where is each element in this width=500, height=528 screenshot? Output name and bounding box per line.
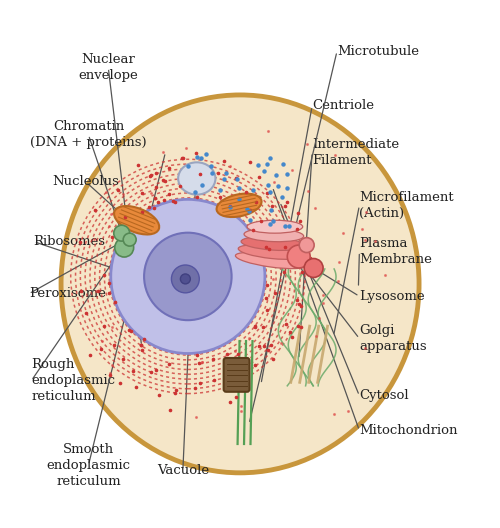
- Text: Microfilament
(Actin): Microfilament (Actin): [360, 191, 454, 220]
- Text: Chromatin
(DNA + proteins): Chromatin (DNA + proteins): [30, 120, 146, 149]
- Ellipse shape: [114, 206, 159, 234]
- Text: Intermediate
Filament: Intermediate Filament: [312, 138, 400, 167]
- Text: Microtubule: Microtubule: [337, 45, 419, 58]
- Ellipse shape: [247, 220, 302, 233]
- FancyBboxPatch shape: [224, 358, 250, 392]
- Circle shape: [304, 259, 323, 277]
- Circle shape: [115, 238, 134, 257]
- Text: Lysosome: Lysosome: [360, 290, 425, 303]
- Circle shape: [288, 245, 310, 268]
- Text: Nucleolus: Nucleolus: [52, 175, 120, 188]
- Circle shape: [123, 233, 136, 246]
- Ellipse shape: [238, 245, 306, 259]
- Text: Golgi
apparatus: Golgi apparatus: [360, 324, 427, 353]
- Ellipse shape: [180, 274, 190, 284]
- Ellipse shape: [111, 200, 265, 354]
- Ellipse shape: [241, 237, 304, 250]
- Circle shape: [299, 238, 314, 252]
- Ellipse shape: [244, 229, 304, 242]
- Text: Mitochondrion: Mitochondrion: [360, 424, 458, 437]
- Ellipse shape: [144, 233, 232, 320]
- Ellipse shape: [178, 162, 216, 195]
- Ellipse shape: [216, 194, 262, 217]
- Text: Cytosol: Cytosol: [360, 389, 409, 402]
- Text: Plasma
Membrane: Plasma Membrane: [360, 237, 432, 266]
- Ellipse shape: [236, 252, 306, 269]
- Text: Ribosomes: Ribosomes: [34, 235, 106, 248]
- Ellipse shape: [68, 102, 412, 465]
- Circle shape: [114, 225, 130, 241]
- Ellipse shape: [172, 265, 200, 293]
- Text: Centriole: Centriole: [312, 99, 374, 112]
- Text: Rough
endoplasmic
reticulum: Rough endoplasmic reticulum: [31, 359, 115, 403]
- Text: Peroxisome: Peroxisome: [28, 287, 106, 300]
- Text: Smooth
endoplasmic
reticulum: Smooth endoplasmic reticulum: [46, 443, 130, 488]
- Text: Nuclear
envelope: Nuclear envelope: [78, 53, 138, 82]
- Text: Vacuole: Vacuole: [157, 464, 209, 477]
- Ellipse shape: [61, 95, 419, 473]
